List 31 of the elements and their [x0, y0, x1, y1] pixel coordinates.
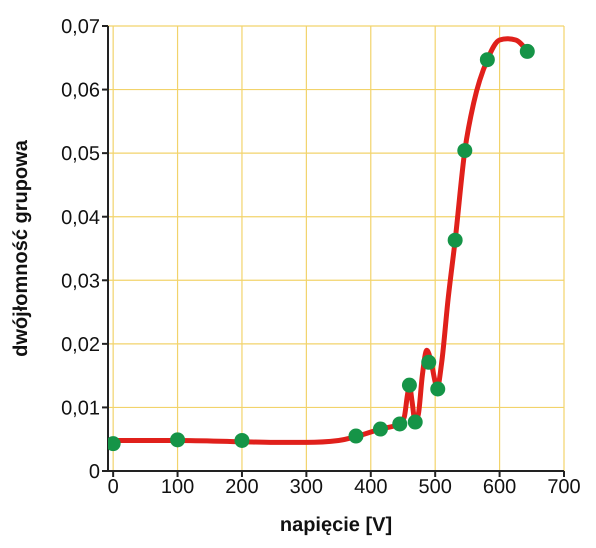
point — [392, 416, 408, 432]
point — [520, 44, 535, 59]
y-tick-label: 0,01 — [61, 398, 100, 420]
y-tick-label: 0,07 — [61, 16, 100, 38]
y-tick-label: 0,06 — [61, 80, 100, 102]
x-tick-label: 600 — [482, 476, 516, 498]
point — [372, 422, 388, 437]
point — [457, 143, 472, 158]
y-tick-label: 0,05 — [61, 143, 100, 166]
point — [402, 378, 417, 393]
x-tick-label: 700 — [547, 476, 581, 498]
point — [421, 354, 436, 370]
x-tick-label: 400 — [354, 476, 388, 498]
point — [448, 232, 463, 248]
x-tick-label: 300 — [290, 476, 324, 498]
x-tick-label: 200 — [225, 476, 259, 498]
point — [348, 428, 364, 444]
point — [408, 414, 423, 430]
x-axis-title: napięcie [V] — [280, 514, 392, 536]
y-tick-label: 0 — [88, 461, 100, 484]
x-tick-label: 500 — [418, 476, 452, 498]
x-tick-label: 0 — [108, 476, 119, 498]
point — [430, 381, 446, 396]
x-tick-label: 100 — [160, 476, 194, 498]
point — [170, 432, 186, 448]
point — [480, 52, 495, 68]
y-tick-label: 0,02 — [61, 334, 100, 356]
y-axis-title: dwójłomność grupowa — [10, 139, 32, 357]
point — [234, 432, 250, 448]
y-tick-label: 0,04 — [61, 206, 100, 229]
y-tick-label: 0,03 — [61, 270, 100, 292]
